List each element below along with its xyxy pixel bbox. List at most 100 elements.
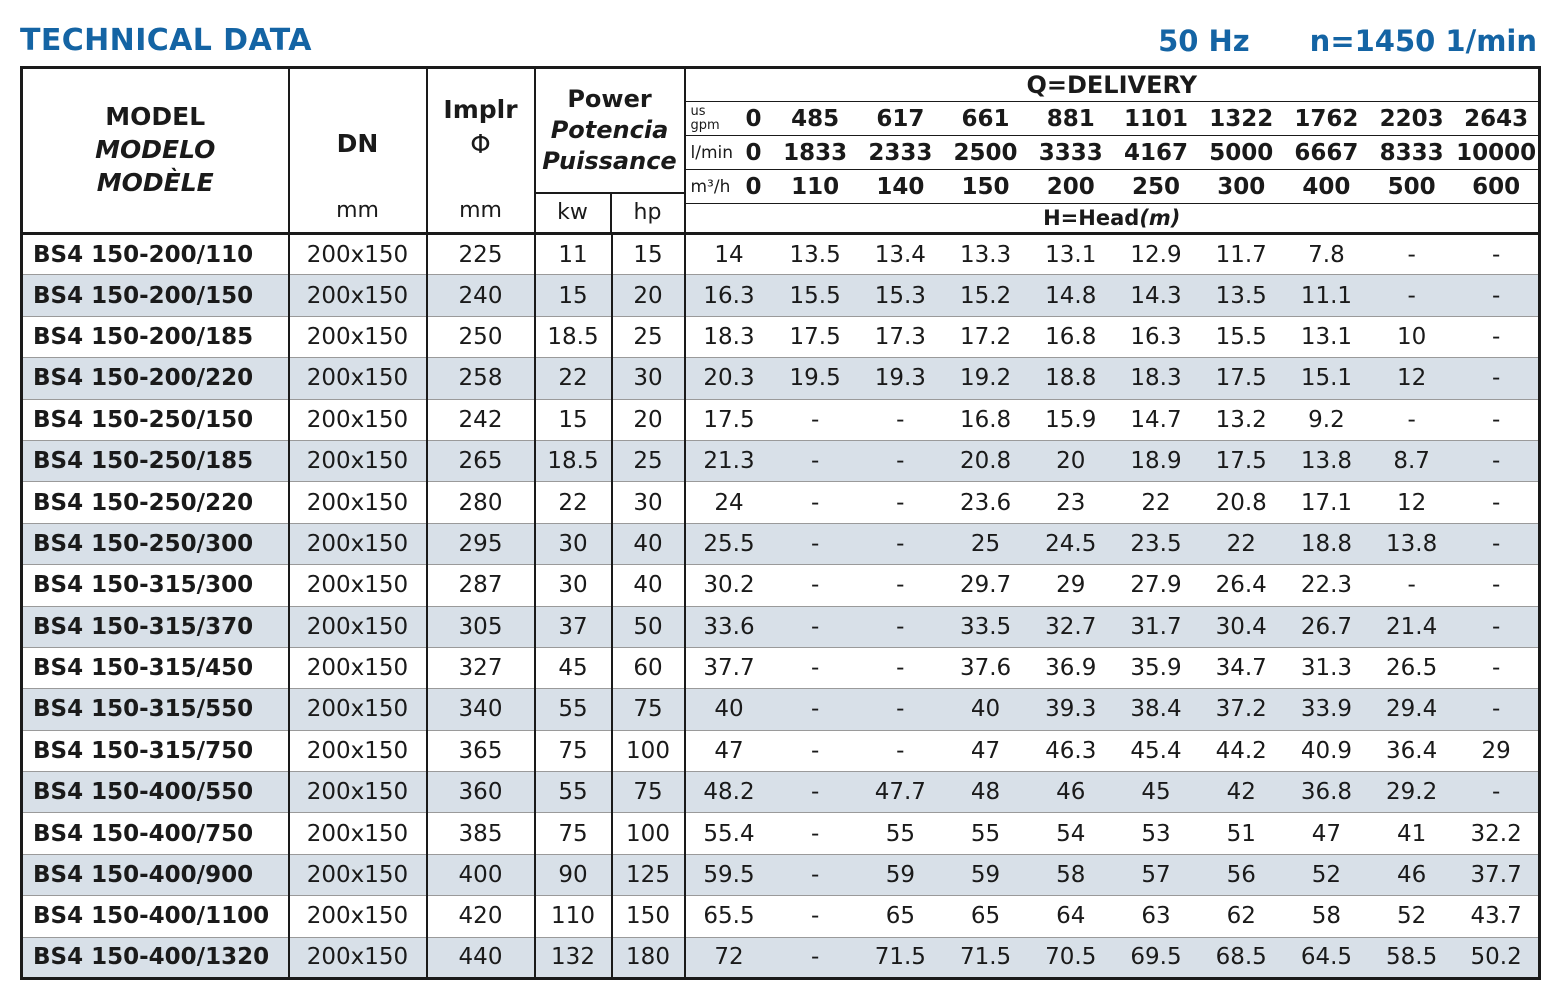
table-row: BS4 150-315/750 200x150 365 75 100 47- -47 46.3… xyxy=(21,730,1540,773)
power-kw-cell: 22 xyxy=(533,481,612,524)
head-value-cell: 51 xyxy=(1198,812,1284,855)
head-value-cell: 36.8 xyxy=(1283,771,1370,814)
head-value-cell: 20.3 xyxy=(683,357,773,400)
head-value-cell: 46.3 xyxy=(1028,730,1114,773)
model-cell: BS4 150-250/185 xyxy=(21,440,289,483)
head-value-cell: 31.3 xyxy=(1283,647,1370,690)
head-value-cell: 16.8 xyxy=(1028,316,1114,359)
dn-cell: 200x150 xyxy=(287,481,427,524)
power-label-fr: Puissance xyxy=(542,146,677,175)
page-title: TECHNICAL DATA xyxy=(20,23,312,58)
head-value-cell: 13.1 xyxy=(1028,233,1114,276)
model-cell: BS4 150-250/220 xyxy=(21,481,289,524)
dn-cell: 200x150 xyxy=(287,523,427,566)
dn-cell: 200x150 xyxy=(287,688,427,731)
head-value-cell: 65 xyxy=(942,895,1029,938)
head-value-cell: 37.6 xyxy=(942,647,1029,690)
head-value-cell: 23.6 xyxy=(942,481,1029,524)
power-hp-cell: 30 xyxy=(610,357,685,400)
head-value-cell: 59 xyxy=(942,854,1029,897)
power-hp-cell: 40 xyxy=(610,523,685,566)
power-kw-cell: 18.5 xyxy=(533,316,612,359)
head-value-cell: 13.5 xyxy=(772,233,858,276)
head-value-cell: - xyxy=(1454,647,1540,690)
table-row: BS4 150-400/550 200x150 360 55 75 48.2-47.7 48… xyxy=(21,771,1540,814)
dn-label: DN xyxy=(336,129,379,158)
head-value-cell: - xyxy=(1454,523,1540,566)
head-value-cell: 15.2 xyxy=(942,274,1029,317)
head-value-cell: 33.6 xyxy=(683,606,773,648)
m3h-unit-label: m³/h xyxy=(690,176,731,197)
model-cell: BS4 150-400/900 xyxy=(21,854,289,897)
head-value-cell: 29 xyxy=(1454,730,1540,773)
head-value-cell: 18.3 xyxy=(1113,357,1199,400)
head-value-cell: 12 xyxy=(1369,481,1455,524)
head-value-cell: 31.7 xyxy=(1113,606,1199,648)
model-cell: BS4 150-400/550 xyxy=(21,771,289,814)
head-value-cell: - xyxy=(857,606,943,648)
head-value-cell: 69.5 xyxy=(1113,937,1199,980)
head-value-cell: 71.5 xyxy=(942,937,1029,980)
head-value-cell: 13.3 xyxy=(942,233,1029,276)
dn-cell: 200x150 xyxy=(287,233,427,276)
head-value-cell: - xyxy=(1454,357,1540,400)
head-value-cell: 45.4 xyxy=(1113,730,1199,773)
head-value-cell: 17.5 xyxy=(1198,440,1284,483)
head-value-cell: - xyxy=(1454,771,1540,814)
lmin-unit-label: l/min xyxy=(690,142,734,163)
head-value-cell: 32.2 xyxy=(1454,812,1540,855)
head-value-cell: - xyxy=(1454,688,1540,731)
dn-cell: 200x150 xyxy=(287,316,427,359)
model-cell: BS4 150-200/150 xyxy=(21,274,289,317)
model-cell: BS4 150-315/750 xyxy=(21,730,289,773)
head-value-cell: 44.2 xyxy=(1198,730,1284,773)
power-kw-cell: 55 xyxy=(533,771,612,814)
speed-label: n=1450 1/min xyxy=(1309,24,1537,58)
head-value-cell: 26.7 xyxy=(1283,606,1370,648)
delivery-value-cell: 8333 xyxy=(1369,135,1455,170)
head-value-cell: 63 xyxy=(1113,895,1199,938)
head-value-cell: 24.5 xyxy=(1028,523,1114,566)
delivery-unit-lmin-cell: l/min 0 xyxy=(683,135,773,170)
head-value-cell: 52 xyxy=(1283,854,1370,897)
head-value-cell: 20.8 xyxy=(942,440,1029,483)
power-hp-cell: 100 xyxy=(610,730,685,773)
head-value-cell: 22.3 xyxy=(1283,564,1370,607)
head-value-cell: 72 xyxy=(683,937,773,980)
delivery-value-cell: 1762 xyxy=(1283,101,1370,136)
head-value-cell: 47.7 xyxy=(857,771,943,814)
head-value-cell: 58 xyxy=(1283,895,1370,938)
head-value-cell: 21.4 xyxy=(1369,606,1455,648)
model-cell: BS4 150-200/220 xyxy=(21,357,289,400)
delivery-value-cell: 300 xyxy=(1198,169,1284,204)
head-value-cell: - xyxy=(857,440,943,483)
head-value-cell: - xyxy=(1369,274,1455,317)
dn-cell: 200x150 xyxy=(287,771,427,814)
head-value-cell: - xyxy=(772,730,858,773)
impeller-diameter-cell: 360 xyxy=(425,771,535,814)
head-value-cell: 59 xyxy=(857,854,943,897)
delivery-value-cell: 3333 xyxy=(1028,135,1114,170)
head-value-cell: 14.3 xyxy=(1113,274,1199,317)
head-value-cell: - xyxy=(772,812,858,855)
head-value-cell: - xyxy=(772,895,858,938)
head-value-cell: - xyxy=(772,854,858,897)
head-label-row: H=Head(m) xyxy=(22,203,1540,235)
head-value-cell: 9.2 xyxy=(1283,399,1370,441)
head-value-cell: - xyxy=(857,481,943,524)
model-cell: BS4 150-200/185 xyxy=(21,316,289,359)
head-value-cell: - xyxy=(857,647,943,690)
table-row: BS4 150-250/220 200x150 280 22 30 24- -23.6 23 2… xyxy=(21,481,1540,524)
head-value-cell: 14.8 xyxy=(1028,274,1114,317)
dn-cell: 200x150 xyxy=(287,274,427,317)
power-hp-cell: 150 xyxy=(610,895,685,938)
impeller-diameter-cell: 327 xyxy=(425,647,535,690)
delivery-value-cell: 1101 xyxy=(1113,101,1199,136)
impeller-diameter-cell: 242 xyxy=(425,399,535,441)
head-value-cell: 25.5 xyxy=(683,523,773,566)
head-value-cell: - xyxy=(772,937,858,980)
delivery-title-row: MODEL MODELO MODÈLE DN mm Implr Φ xyxy=(21,67,1540,235)
table-row: BS4 150-400/1100 200x150 420 110 150 65.5-65 6… xyxy=(21,895,1540,938)
head-value-cell: 15.9 xyxy=(1028,399,1114,441)
head-value-cell: 16.8 xyxy=(942,399,1029,441)
